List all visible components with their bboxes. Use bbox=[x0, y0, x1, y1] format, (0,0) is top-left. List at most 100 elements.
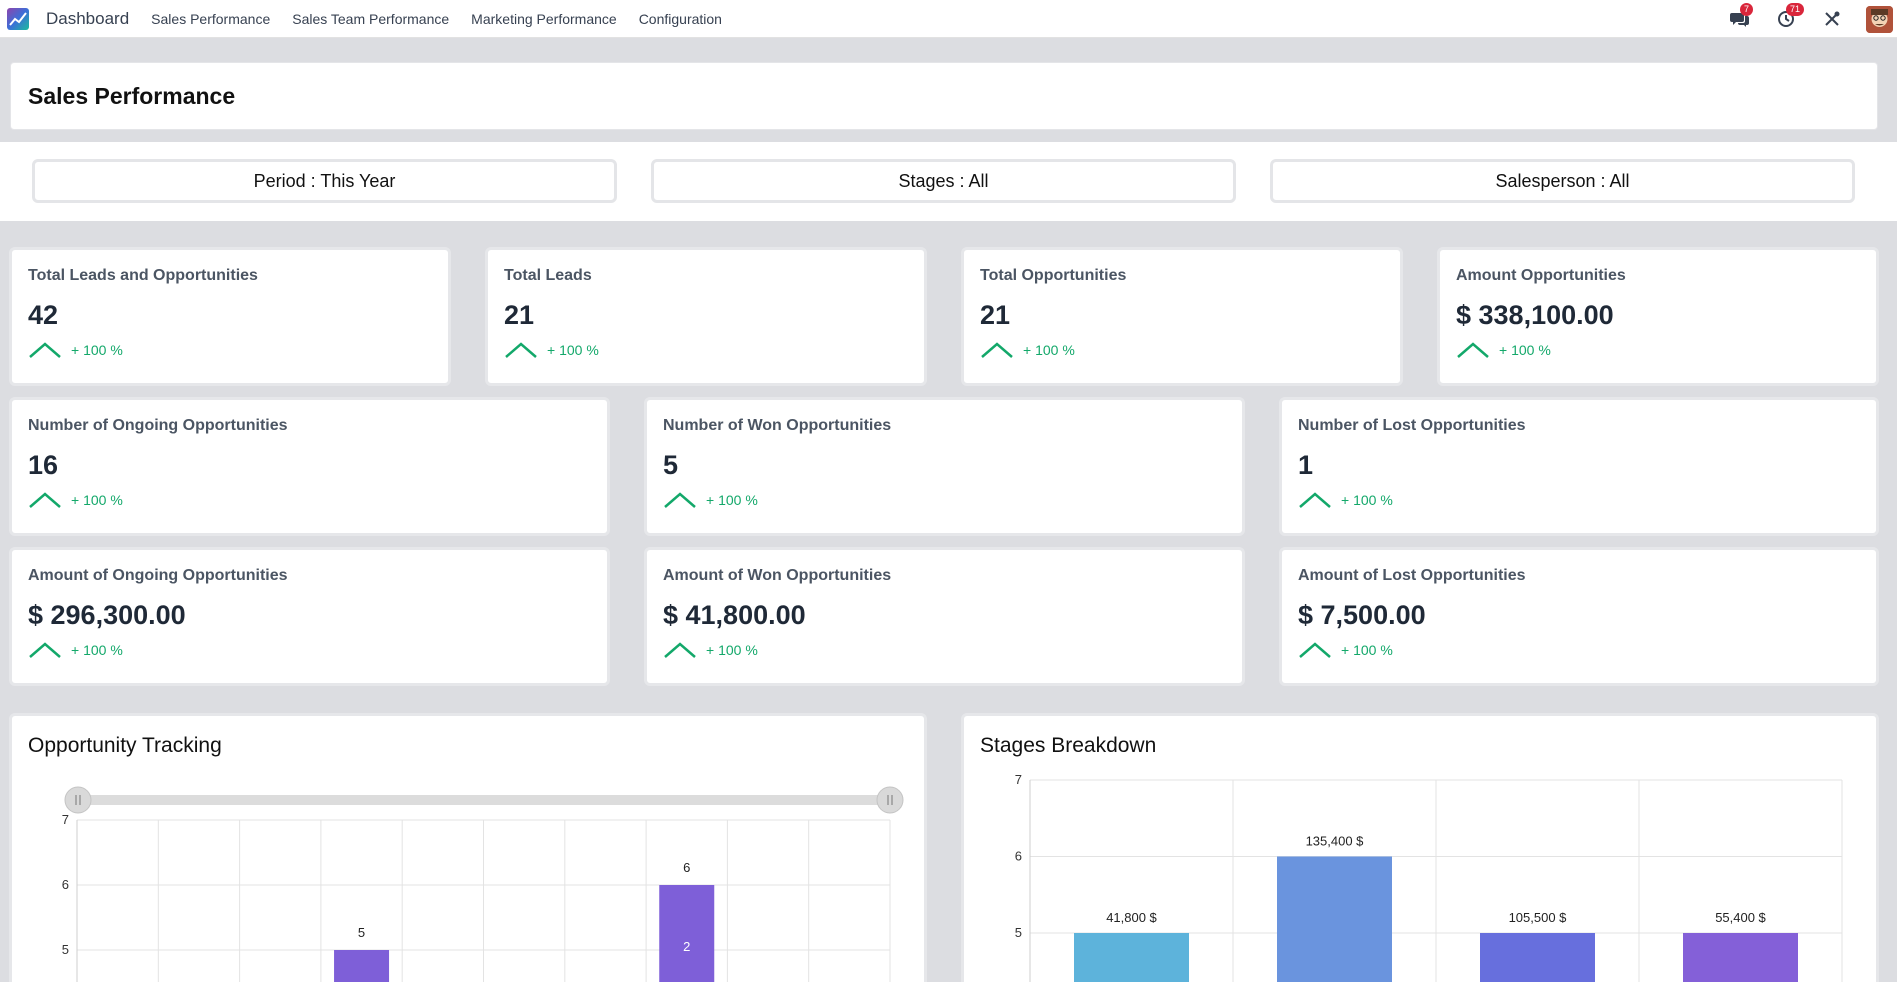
app-name[interactable]: Dashboard bbox=[46, 8, 130, 28]
kpi-label: Amount Opportunities bbox=[1456, 267, 1626, 284]
chart-title: Opportunity Tracking bbox=[28, 734, 222, 757]
stages-breakdown-chart: 7 6 5 41,800 $ 135,400 $ 105,500 $ 55,400 $ bbox=[1015, 772, 1843, 982]
chart-title: Stages Breakdown bbox=[980, 734, 1157, 757]
salesperson-filter-button[interactable]: Salesperson : All bbox=[1270, 159, 1855, 203]
trend-up-icon bbox=[1299, 642, 1331, 658]
stage-bar bbox=[1277, 856, 1392, 982]
opportunity-tracking-chart: 7 6 5 5 6 2 bbox=[62, 786, 904, 982]
kpi-label: Number of Won Opportunities bbox=[663, 417, 892, 434]
app-logo-icon[interactable] bbox=[7, 7, 29, 30]
nav-item-marketing-performance[interactable]: Marketing Performance bbox=[471, 10, 617, 27]
kpi-label: Total Opportunities bbox=[980, 267, 1127, 284]
kpi-trend: + 100 % bbox=[1456, 341, 1876, 359]
tools-icon bbox=[1825, 11, 1840, 26]
kpi-trend-text: + 100 % bbox=[71, 342, 123, 358]
chat-bubbles-icon bbox=[1730, 13, 1749, 27]
stages-breakdown-chart-card: 7 6 5 41,800 $ 135,400 $ 105,500 $ 55,400 $ St… bbox=[961, 713, 1879, 982]
page-title: Sales Performance bbox=[28, 82, 236, 109]
kpi-trend-text: + 100 % bbox=[1023, 342, 1075, 358]
kpi-trend: + 100 % bbox=[980, 341, 1400, 359]
trend-up-icon bbox=[664, 492, 696, 508]
kpi-value: $ 338,100.00 bbox=[1456, 300, 1614, 330]
kpi-card-total-leads-opportunities[interactable]: Total Leads and Opportunities 42 + 100 % bbox=[9, 247, 451, 386]
kpi-value: $ 41,800.00 bbox=[663, 600, 806, 630]
opportunity-bar bbox=[334, 950, 390, 982]
trend-up-icon bbox=[1299, 492, 1331, 508]
nav-item-sales-team-performance[interactable]: Sales Team Performance bbox=[292, 10, 450, 27]
kpi-value: 42 bbox=[28, 300, 59, 330]
nav-item-sales-performance[interactable]: Sales Performance bbox=[151, 10, 271, 27]
kpi-value: 5 bbox=[663, 450, 679, 480]
period-filter-button[interactable]: Period : This Year bbox=[32, 159, 617, 203]
kpi-trend-text: + 100 % bbox=[71, 642, 123, 658]
trend-up-icon bbox=[29, 492, 61, 508]
kpi-trend: + 100 % bbox=[1298, 491, 1876, 509]
kpi-value: $ 7,500.00 bbox=[1298, 600, 1426, 630]
kpi-trend: + 100 % bbox=[663, 491, 1242, 509]
range-slider-left-handle[interactable] bbox=[64, 786, 92, 814]
kpi-trend-text: + 100 % bbox=[1341, 642, 1393, 658]
y-tick-label: 7 bbox=[62, 812, 69, 827]
opportunity-tracking-chart-card: 7 6 5 5 6 2 Opportunity Tracking bbox=[9, 713, 927, 982]
bar-value-label: 41,800 $ bbox=[1106, 910, 1157, 925]
stage-bar bbox=[1480, 933, 1595, 982]
kpi-trend: + 100 % bbox=[28, 641, 607, 659]
messages-button[interactable]: 7 bbox=[1728, 3, 1754, 31]
bar-value-label: 135,400 $ bbox=[1306, 834, 1365, 849]
user-avatar[interactable] bbox=[1866, 5, 1893, 33]
bar-value-label: 55,400 $ bbox=[1715, 910, 1766, 925]
kpi-value: 16 bbox=[28, 450, 59, 480]
kpi-card-total-leads[interactable]: Total Leads 21 + 100 % bbox=[485, 247, 927, 386]
activities-count-badge: 71 bbox=[1786, 3, 1805, 16]
trend-up-icon bbox=[664, 642, 696, 658]
bar-value-label: 6 bbox=[683, 860, 690, 875]
kpi-card-amount-opportunities[interactable]: Amount Opportunities $ 338,100.00 + 100 … bbox=[1437, 247, 1879, 386]
kpi-trend: + 100 % bbox=[663, 641, 1242, 659]
page-header: Sales Performance bbox=[10, 62, 1878, 130]
kpi-trend: + 100 % bbox=[1298, 641, 1876, 659]
stage-bar bbox=[1683, 933, 1798, 982]
kpi-card-total-opportunities[interactable]: Total Opportunities 21 + 100 % bbox=[961, 247, 1403, 386]
messages-count-badge: 7 bbox=[1740, 3, 1754, 16]
kpi-card-lost-opportunities-amount[interactable]: Amount of Lost Opportunities $ 7,500.00 … bbox=[1279, 547, 1879, 686]
y-tick-label: 6 bbox=[1015, 849, 1022, 864]
y-tick-label: 7 bbox=[1015, 772, 1022, 787]
kpi-card-won-opportunities-amount[interactable]: Amount of Won Opportunities $ 41,800.00 … bbox=[644, 547, 1245, 686]
kpi-trend-text: + 100 % bbox=[1341, 492, 1393, 508]
filter-bar: Period : This Year Stages : All Salesper… bbox=[0, 142, 1897, 221]
range-slider-track bbox=[74, 795, 894, 805]
kpi-card-ongoing-opportunities-count[interactable]: Number of Ongoing Opportunities 16 + 100… bbox=[9, 397, 610, 536]
kpi-card-won-opportunities-count[interactable]: Number of Won Opportunities 5 + 100 % bbox=[644, 397, 1245, 536]
kpi-label: Amount of Won Opportunities bbox=[663, 567, 892, 584]
trend-up-icon bbox=[981, 342, 1013, 358]
kpi-value: 21 bbox=[504, 300, 535, 330]
kpi-label: Total Leads bbox=[504, 267, 592, 284]
trend-up-icon bbox=[29, 642, 61, 658]
y-tick-label: 5 bbox=[1015, 925, 1022, 940]
bar-value-label: 105,500 $ bbox=[1509, 910, 1568, 925]
kpi-trend-text: + 100 % bbox=[1499, 342, 1551, 358]
kpi-trend: + 100 % bbox=[28, 341, 448, 359]
bar-value-label: 5 bbox=[358, 925, 365, 940]
top-navbar: Dashboard Sales Performance Sales Team P… bbox=[0, 0, 1897, 38]
nav-item-configuration[interactable]: Configuration bbox=[638, 10, 722, 27]
kpi-value: 21 bbox=[980, 300, 1011, 330]
kpi-card-ongoing-opportunities-amount[interactable]: Amount of Ongoing Opportunities $ 296,30… bbox=[9, 547, 610, 686]
stages-filter-button[interactable]: Stages : All bbox=[651, 159, 1236, 203]
activities-button[interactable]: 71 bbox=[1774, 3, 1805, 31]
debug-tools-button[interactable] bbox=[1820, 7, 1844, 31]
kpi-trend-text: + 100 % bbox=[706, 642, 758, 658]
kpi-trend: + 100 % bbox=[28, 491, 607, 509]
kpi-trend-text: + 100 % bbox=[547, 342, 599, 358]
kpi-label: Total Leads and Opportunities bbox=[28, 267, 258, 284]
y-tick-label: 5 bbox=[62, 942, 69, 957]
trend-up-icon bbox=[29, 342, 61, 358]
trend-up-icon bbox=[505, 342, 537, 358]
kpi-card-lost-opportunities-count[interactable]: Number of Lost Opportunities 1 + 100 % bbox=[1279, 397, 1879, 536]
y-tick-label: 6 bbox=[62, 877, 69, 892]
kpi-label: Amount of Ongoing Opportunities bbox=[28, 567, 288, 584]
range-slider-right-handle[interactable] bbox=[876, 786, 904, 814]
kpi-label: Number of Ongoing Opportunities bbox=[28, 417, 288, 434]
kpi-value: 1 bbox=[1298, 450, 1314, 480]
kpi-value: $ 296,300.00 bbox=[28, 600, 186, 630]
